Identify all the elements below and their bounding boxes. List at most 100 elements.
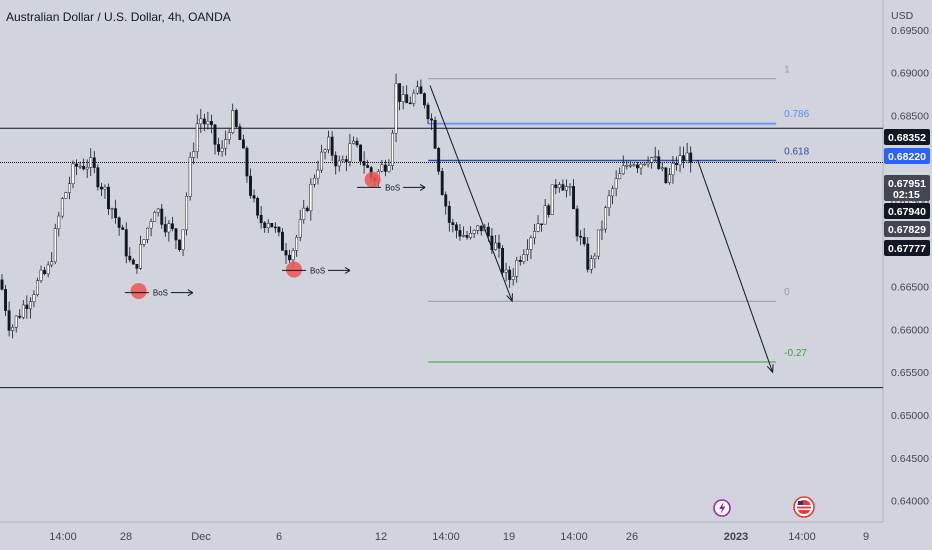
candle-body: [305, 207, 309, 212]
candle-body: [281, 231, 284, 251]
candle-body: [437, 148, 441, 172]
candle-body: [611, 188, 615, 197]
candle-body: [110, 208, 114, 210]
fib-786-band: [428, 123, 777, 126]
time-tick-label: 14:00: [788, 531, 816, 543]
us-flag-icon[interactable]: [793, 496, 815, 518]
candle-body: [25, 304, 29, 310]
candle-body: [249, 175, 252, 196]
candle-body: [650, 157, 654, 163]
candle-body: [554, 184, 558, 189]
candle-body: [170, 223, 174, 229]
price-tag-label: 0.67829: [888, 224, 926, 236]
candle-body: [291, 250, 295, 261]
candle-body: [653, 156, 657, 158]
candle-body: [643, 163, 646, 166]
time-tick-label: Dec: [191, 531, 211, 543]
candle-body: [117, 217, 121, 228]
candle-body: [557, 184, 561, 189]
time-tick-label: 6: [276, 531, 282, 543]
time-tick-label: 19: [503, 531, 515, 543]
trend-arrow-head: [766, 364, 774, 374]
candle-body: [312, 177, 316, 185]
time-axis[interactable]: 14:00 28 Dec 6 12 14:00 19 14:00 26 2023 14:00 9: [49, 531, 869, 543]
horizontal-lines: [0, 127, 883, 389]
candle-body: [99, 186, 103, 190]
fibonacci-retracement: 1 0.786 0.618 0 -0.27: [428, 65, 810, 363]
candle-body: [462, 235, 465, 237]
candle-body: [28, 301, 32, 310]
candle-body: [273, 226, 277, 229]
candle-body: [543, 205, 547, 225]
trend-arrows: [429, 85, 774, 374]
candle-body: [678, 155, 682, 166]
candle-body: [114, 208, 118, 219]
price-tag-label: 0.67777: [888, 243, 926, 255]
candle-body: [682, 155, 686, 161]
candle-body: [192, 151, 196, 158]
candle-body: [589, 258, 593, 270]
candle-body: [64, 192, 68, 199]
candle-body: [334, 155, 338, 167]
candle-body: [501, 248, 505, 273]
candle-body: [199, 118, 203, 125]
candle-body: [657, 156, 661, 169]
candle-body: [124, 229, 128, 257]
candle-body: [46, 264, 50, 275]
candle-body: [667, 174, 671, 183]
candle-body: [675, 163, 678, 166]
time-tick-label: 14:00: [49, 531, 77, 543]
chart-title: Australian Dollar / U.S. Dollar, 4h, OAN…: [6, 10, 231, 24]
lightning-icon[interactable]: [713, 499, 731, 517]
candle-body: [366, 165, 370, 168]
currency-label: USD: [891, 10, 914, 22]
candle-body: [561, 184, 565, 191]
candle-body: [451, 222, 455, 226]
candle-body: [440, 171, 444, 195]
candle-body: [337, 160, 341, 167]
candle-body: [57, 215, 61, 229]
candle-body: [14, 315, 18, 328]
price-tag: [884, 175, 930, 201]
candle-body: [68, 183, 71, 193]
candle-body: [135, 263, 139, 269]
time-tick-label: 9: [863, 531, 869, 543]
candle-body: [618, 173, 622, 180]
candle-body: [227, 132, 231, 140]
price-tag-countdown: 02:15: [893, 189, 920, 201]
candle-body: [430, 118, 434, 121]
candle-body: [685, 152, 689, 161]
fib-level-label: 0.786: [784, 109, 809, 120]
candle-body: [511, 275, 515, 280]
candle-body: [21, 304, 25, 318]
candle-body: [210, 121, 213, 126]
candle-body: [550, 184, 554, 215]
candle-body: [636, 164, 639, 169]
price-tick-label: 0.64000: [891, 496, 929, 508]
candle-body: [628, 164, 632, 167]
candle-body: [139, 244, 142, 269]
candle-body: [344, 159, 348, 162]
candle-body: [4, 289, 7, 311]
candle-body: [50, 261, 54, 266]
bos-label: BoS: [153, 289, 168, 298]
fib-level-label: 0: [784, 287, 790, 298]
candle-body: [515, 260, 519, 277]
candle-body: [600, 228, 604, 231]
bos-marker: [286, 261, 303, 278]
candle-body: [614, 178, 618, 189]
bos-arrow-head: [344, 266, 351, 274]
time-tick-label: 26: [626, 531, 638, 543]
trend-arrow-head: [506, 293, 513, 303]
candle-body: [415, 86, 419, 94]
price-tick-label: 0.66000: [891, 324, 929, 336]
candle-body: [401, 94, 405, 102]
candle-body: [490, 235, 494, 250]
price-tag-label: 0.68352: [888, 132, 926, 144]
candle-body: [408, 102, 412, 105]
candle-body: [288, 254, 292, 261]
candle-body: [131, 259, 135, 265]
candle-body: [540, 223, 544, 226]
candle-body: [607, 195, 611, 209]
candle-body: [181, 229, 185, 251]
